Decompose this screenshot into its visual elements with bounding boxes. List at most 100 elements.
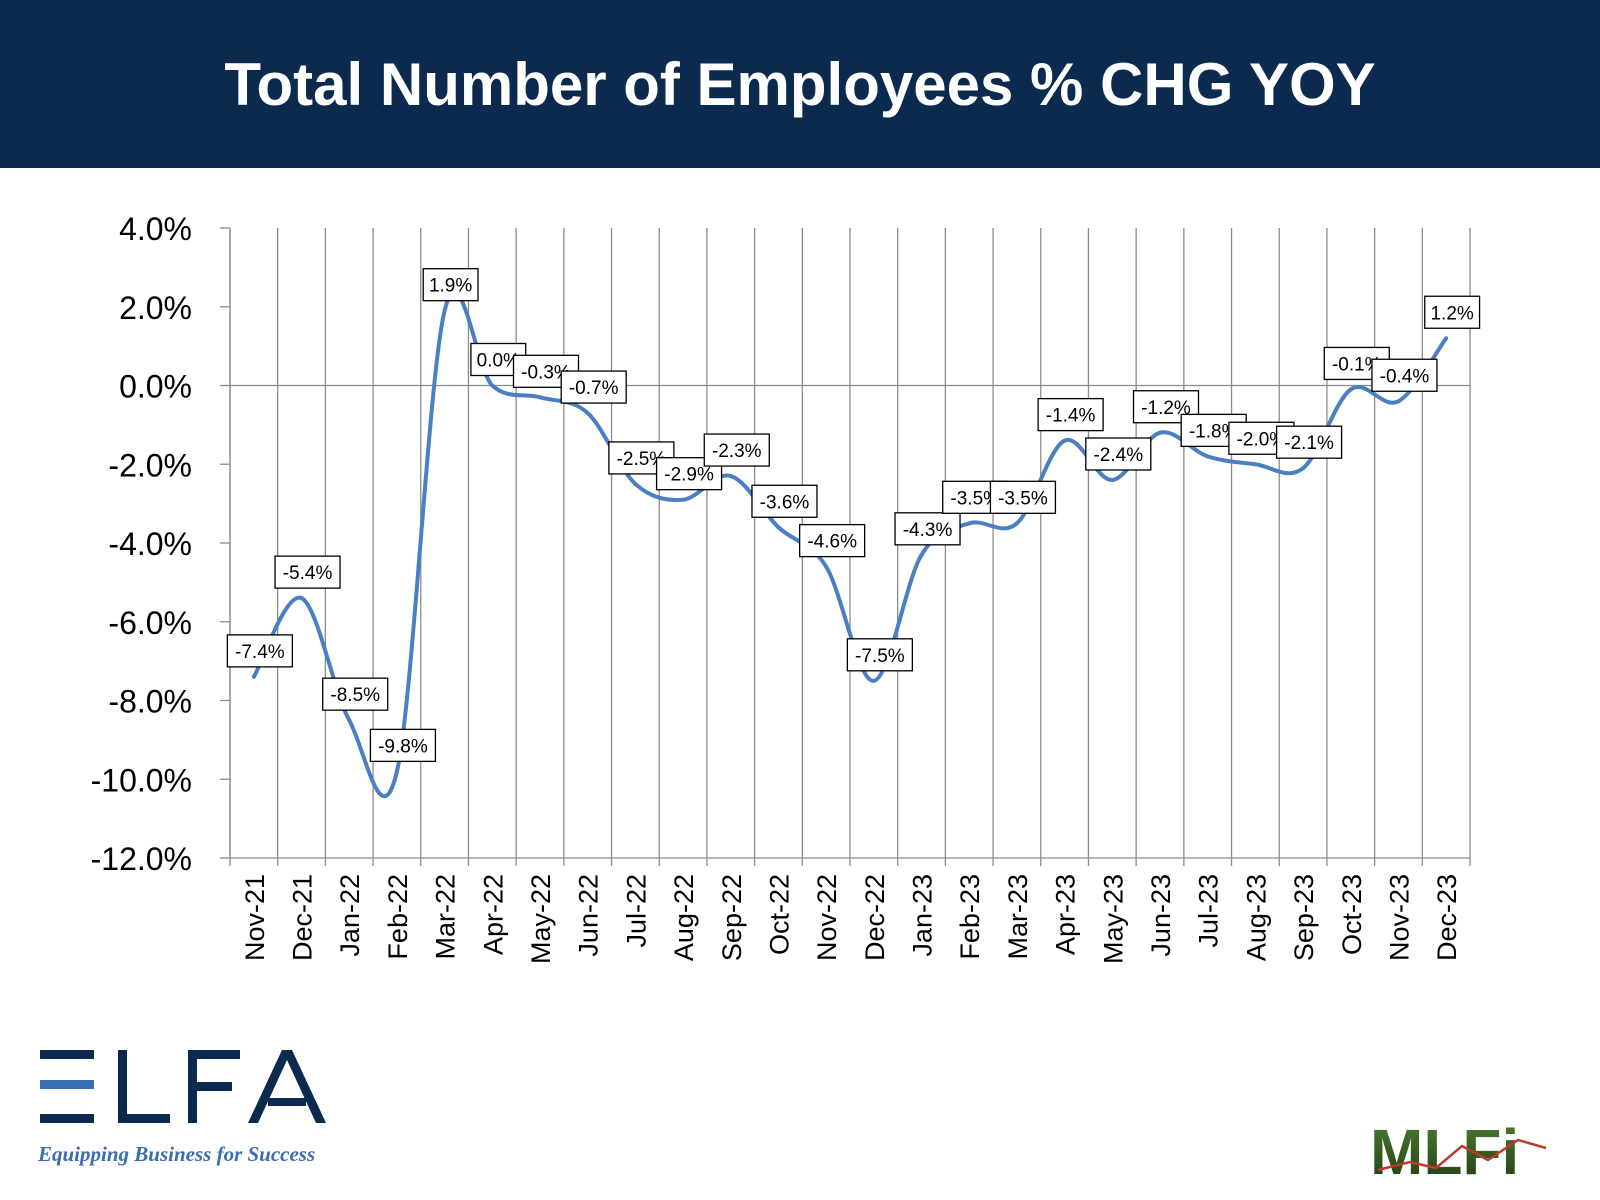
mlfi-logo: MLFi [1370, 1116, 1560, 1188]
data-label: -2.9% [664, 465, 714, 486]
data-label: -0.7% [569, 378, 619, 399]
data-label: -5.4% [283, 563, 333, 584]
x-tick-label: Dec-23 [1432, 874, 1462, 961]
data-point [585, 411, 590, 416]
data-label: -1.8% [1189, 421, 1239, 442]
data-label-box [894, 512, 961, 546]
x-tick-label: Mar-22 [431, 874, 461, 960]
data-label: 1.2% [1430, 303, 1473, 324]
data-label-box [1424, 295, 1481, 329]
data-label-box [422, 268, 479, 302]
data-point [538, 395, 542, 400]
data-label: -7.4% [235, 642, 285, 663]
x-tick-label: Mar-23 [1003, 874, 1033, 960]
data-label: -7.5% [855, 646, 905, 667]
data-label: -2.3% [712, 441, 762, 462]
data-label: -9.8% [378, 736, 428, 757]
x-tick-label: Sep-22 [717, 874, 747, 961]
data-point [728, 474, 733, 479]
data-point [1444, 336, 1449, 341]
data-label-box [703, 433, 770, 467]
data-label: -0.4% [1380, 366, 1430, 387]
y-tick-label: 0.0% [119, 369, 192, 405]
x-tick-label: Oct-22 [764, 874, 794, 955]
x-tick-label: Aug-23 [1241, 874, 1271, 961]
data-label: -8.5% [330, 685, 380, 706]
data-label-box [846, 638, 913, 672]
data-label-box [322, 677, 389, 711]
data-point [299, 596, 304, 601]
elfa-logo-mark [40, 1050, 326, 1123]
data-label-box [1371, 358, 1438, 392]
y-tick-label: -12.0% [91, 841, 192, 877]
data-point [394, 769, 399, 774]
chart-title: Total Number of Employees % CHG YOY [224, 50, 1376, 118]
y-tick-label: -8.0% [108, 684, 192, 720]
x-tick-label: Nov-23 [1384, 874, 1414, 961]
y-tick-label: -6.0% [108, 605, 192, 641]
mlfi-trend-line [1377, 1138, 1547, 1172]
data-label-box [226, 634, 293, 668]
data-point [967, 521, 972, 526]
data-point [1301, 466, 1306, 471]
data-label: -4.3% [903, 520, 953, 541]
line-chart: 4.0% 2.0% 0.0% -2.0% -4.0% -6.0% -8.0% -10.0% -1… [91, 211, 1481, 964]
x-tick-label: Apr-23 [1051, 874, 1081, 955]
x-tick-label: Jun-23 [1146, 874, 1176, 957]
data-label: -3.5% [998, 488, 1048, 509]
elfa-tagline: Equipping Business for Success [38, 1142, 316, 1166]
data-label: 1.9% [429, 276, 472, 297]
elfa-logo: Equipping Business for Success [36, 1040, 356, 1180]
data-label-box [751, 484, 818, 518]
data-label-box [274, 555, 341, 589]
title-banner: Total Number of Employees % CHG YOY [0, 0, 1600, 168]
mlfi-logo-mark: MLFi [1370, 1116, 1547, 1188]
y-tick-label: 4.0% [119, 211, 192, 247]
data-label: -0.3% [521, 362, 571, 383]
x-tick-label: Apr-22 [478, 874, 508, 955]
data-point [1110, 478, 1115, 482]
data-point [490, 383, 495, 388]
data-label: -3.5% [950, 488, 1000, 509]
x-tick-label: Feb-23 [955, 874, 985, 960]
data-label-box [1037, 397, 1104, 432]
mlfi-logo-text: MLFi [1370, 1118, 1519, 1188]
data-label-box [369, 728, 437, 763]
x-tick-label: Nov-22 [812, 874, 842, 961]
data-point [1205, 454, 1210, 459]
data-label-box [560, 370, 627, 404]
data-point [1014, 521, 1019, 526]
x-tick-label: Jan-23 [908, 874, 938, 957]
x-tick-label: Dec-21 [288, 874, 318, 961]
y-tick-label: -2.0% [108, 447, 192, 483]
data-point [1158, 430, 1162, 435]
x-tick-label: Sep-23 [1289, 874, 1319, 961]
data-point [824, 564, 829, 569]
x-tick-label: Jan-22 [335, 874, 365, 957]
data-point [871, 678, 876, 683]
data-point [1253, 462, 1258, 467]
data-label: 0.0% [477, 351, 520, 372]
y-tick-label: -4.0% [108, 526, 192, 562]
x-tick-label: Jul-23 [1194, 874, 1224, 948]
data-point [1396, 399, 1401, 404]
data-label: -0.1% [1332, 354, 1382, 375]
data-label: -2.4% [1093, 445, 1143, 466]
y-tick-label: -10.0% [91, 762, 192, 798]
data-point [1348, 387, 1353, 392]
data-point [347, 718, 352, 723]
data-point [442, 308, 447, 313]
data-label: -2.0% [1237, 429, 1287, 450]
data-point [776, 525, 781, 530]
data-point [633, 481, 638, 486]
data-label: -2.5% [617, 449, 667, 470]
data-label-box [989, 480, 1057, 514]
x-tick-label: Nov-21 [240, 874, 270, 961]
x-tick-label: Jun-22 [574, 874, 604, 957]
data-point [251, 674, 256, 679]
x-tick-label: Dec-22 [860, 874, 890, 961]
data-point [681, 497, 686, 502]
data-label: -4.6% [807, 532, 857, 553]
data-label: -1.2% [1141, 398, 1191, 419]
data-label: -2.1% [1284, 433, 1334, 454]
